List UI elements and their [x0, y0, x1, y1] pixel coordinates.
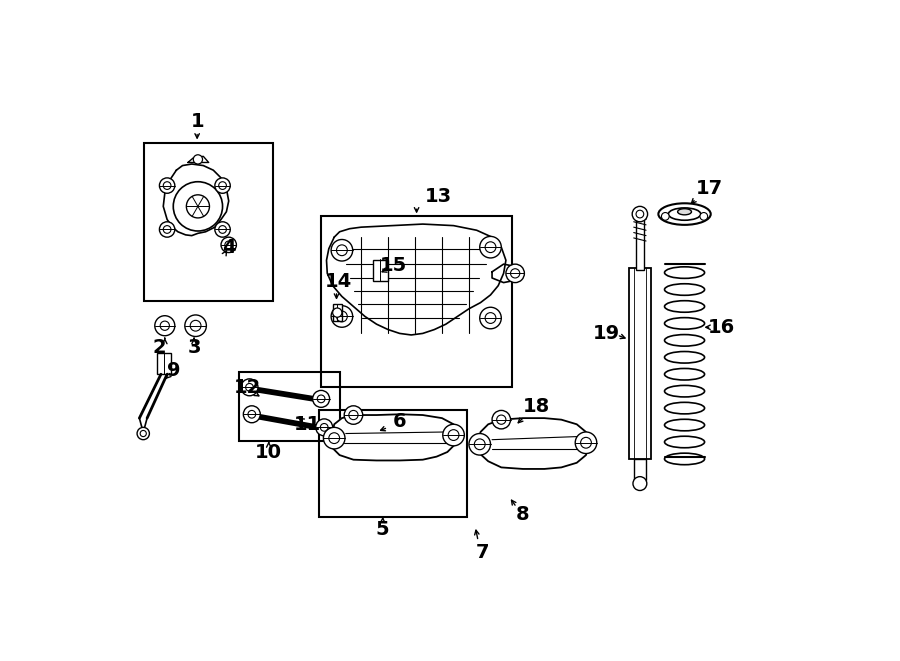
Circle shape — [316, 419, 333, 436]
Circle shape — [506, 264, 525, 283]
Circle shape — [137, 428, 149, 440]
Bar — [634, 459, 646, 481]
Text: 16: 16 — [708, 318, 735, 336]
Circle shape — [443, 424, 464, 446]
Polygon shape — [332, 414, 457, 461]
Bar — [239, 372, 339, 442]
Bar — [321, 216, 512, 387]
Text: 3: 3 — [187, 338, 201, 357]
Circle shape — [632, 206, 648, 222]
Circle shape — [633, 477, 647, 490]
Circle shape — [221, 237, 237, 253]
Bar — [319, 410, 466, 517]
Text: 14: 14 — [324, 272, 352, 291]
Ellipse shape — [669, 208, 701, 220]
Ellipse shape — [678, 209, 691, 215]
Text: 2: 2 — [153, 338, 166, 357]
Text: 9: 9 — [166, 361, 180, 380]
Circle shape — [575, 432, 597, 453]
Text: 18: 18 — [523, 397, 550, 416]
Polygon shape — [163, 164, 229, 235]
Text: 13: 13 — [425, 187, 452, 206]
Circle shape — [480, 237, 501, 258]
Text: 15: 15 — [380, 256, 407, 275]
Circle shape — [155, 316, 175, 336]
Text: 1: 1 — [190, 112, 204, 131]
Circle shape — [241, 379, 258, 396]
Circle shape — [700, 213, 707, 220]
Text: 5: 5 — [376, 520, 390, 539]
Circle shape — [480, 307, 501, 329]
Bar — [629, 268, 651, 459]
Circle shape — [184, 315, 206, 336]
Bar — [333, 304, 342, 321]
Polygon shape — [478, 418, 589, 469]
Circle shape — [323, 428, 345, 449]
Bar — [158, 353, 171, 374]
Polygon shape — [188, 156, 209, 163]
Circle shape — [333, 308, 342, 317]
Circle shape — [215, 222, 230, 237]
Bar — [373, 260, 388, 281]
Text: 4: 4 — [222, 238, 236, 256]
Circle shape — [662, 213, 670, 220]
Text: 10: 10 — [256, 444, 283, 462]
Circle shape — [159, 222, 175, 237]
Polygon shape — [492, 264, 515, 283]
Circle shape — [344, 406, 363, 424]
Bar — [144, 143, 274, 301]
Text: 8: 8 — [516, 505, 530, 524]
Circle shape — [174, 182, 222, 231]
Circle shape — [159, 178, 175, 193]
Ellipse shape — [659, 204, 711, 225]
Circle shape — [312, 391, 329, 407]
Circle shape — [215, 178, 230, 193]
Circle shape — [194, 155, 202, 164]
Text: 11: 11 — [293, 415, 321, 434]
Text: 7: 7 — [476, 543, 490, 562]
Circle shape — [469, 434, 491, 455]
Text: 12: 12 — [234, 378, 261, 397]
Circle shape — [331, 305, 353, 327]
Circle shape — [492, 410, 510, 429]
Circle shape — [331, 239, 353, 261]
Polygon shape — [327, 224, 506, 335]
Circle shape — [243, 406, 260, 423]
Bar — [636, 214, 644, 270]
Text: 6: 6 — [392, 412, 407, 432]
Text: 19: 19 — [592, 324, 619, 343]
Text: 17: 17 — [696, 179, 723, 198]
